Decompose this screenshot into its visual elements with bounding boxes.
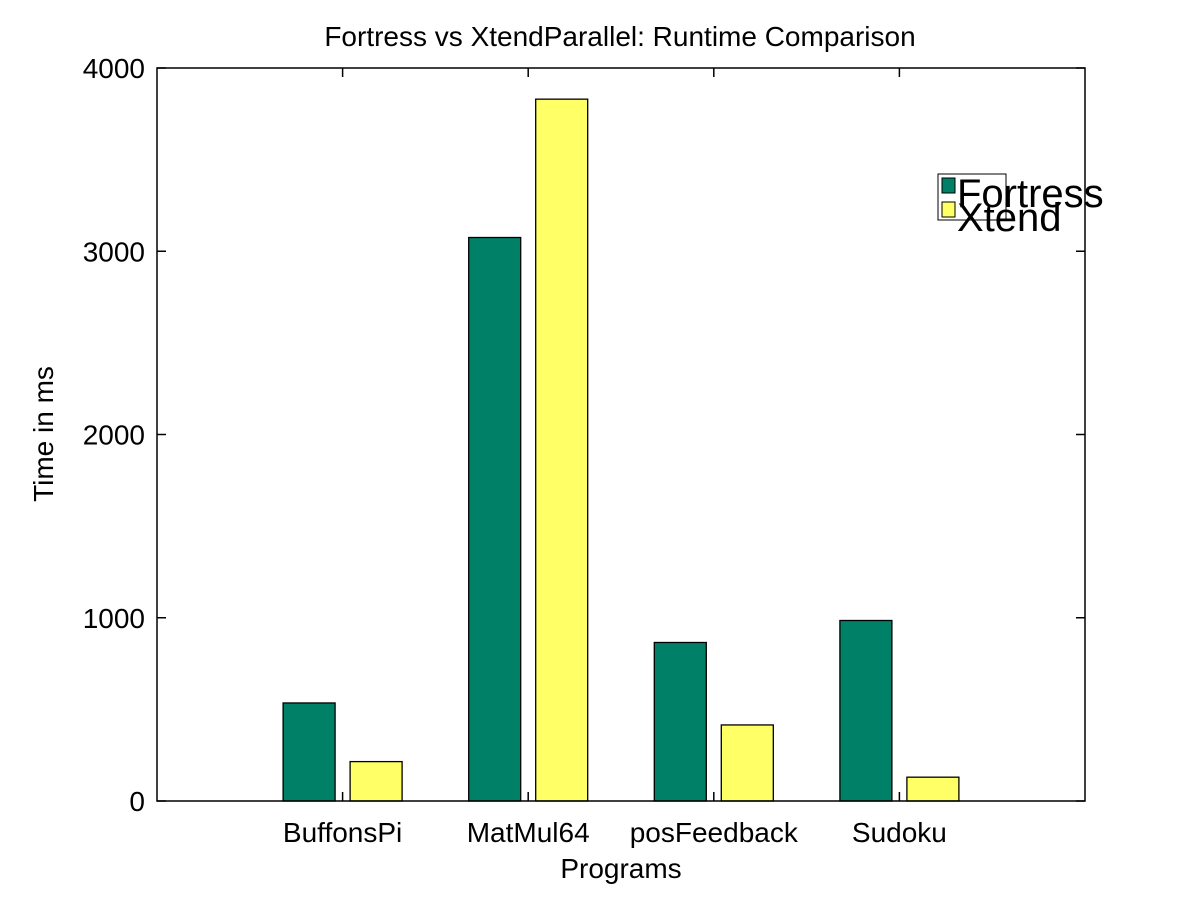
bar-xtend-matmul64: [535, 98, 589, 802]
x-tick-label: MatMul64: [467, 817, 590, 848]
x-tick-label: posFeedback: [630, 817, 799, 848]
x-axis-label: Programs: [560, 853, 681, 884]
bar-fortress-sudoku: [839, 619, 893, 802]
x-tick-label: Sudoku: [852, 817, 947, 848]
chart-title: Fortress vs XtendParallel: Runtime Compa…: [324, 21, 915, 52]
legend-swatch-fortress: [941, 177, 956, 194]
plot-frame: [156, 67, 1086, 802]
y-tick-label: 1000: [83, 603, 145, 634]
x-tick-label: BuffonsPi: [283, 817, 402, 848]
y-axis-label: Time in ms: [28, 366, 59, 502]
legend-label-fortress: Fortress: [957, 172, 1104, 216]
y-tick-label: 3000: [83, 236, 145, 267]
bar-fortress-matmul64: [468, 236, 522, 802]
bar-xtend-sudoku: [906, 776, 960, 802]
y-tick-label: 2000: [83, 420, 145, 451]
bar-xtend-posfeedback: [720, 724, 774, 802]
y-tick-label: 4000: [83, 53, 145, 84]
bar-fortress-posfeedback: [653, 641, 707, 802]
legend-swatch-xtend: [941, 201, 956, 218]
y-tick-label: 0: [129, 786, 145, 817]
plot-area: 0 1000 2000 3000 4000 BuffonsPi MatMul64 posFee…: [83, 53, 1085, 848]
bar-fortress-buffonspi: [282, 702, 336, 802]
legend-label-xtend: Xtend: [957, 196, 1062, 240]
bar-xtend-buffonspi: [349, 760, 403, 802]
